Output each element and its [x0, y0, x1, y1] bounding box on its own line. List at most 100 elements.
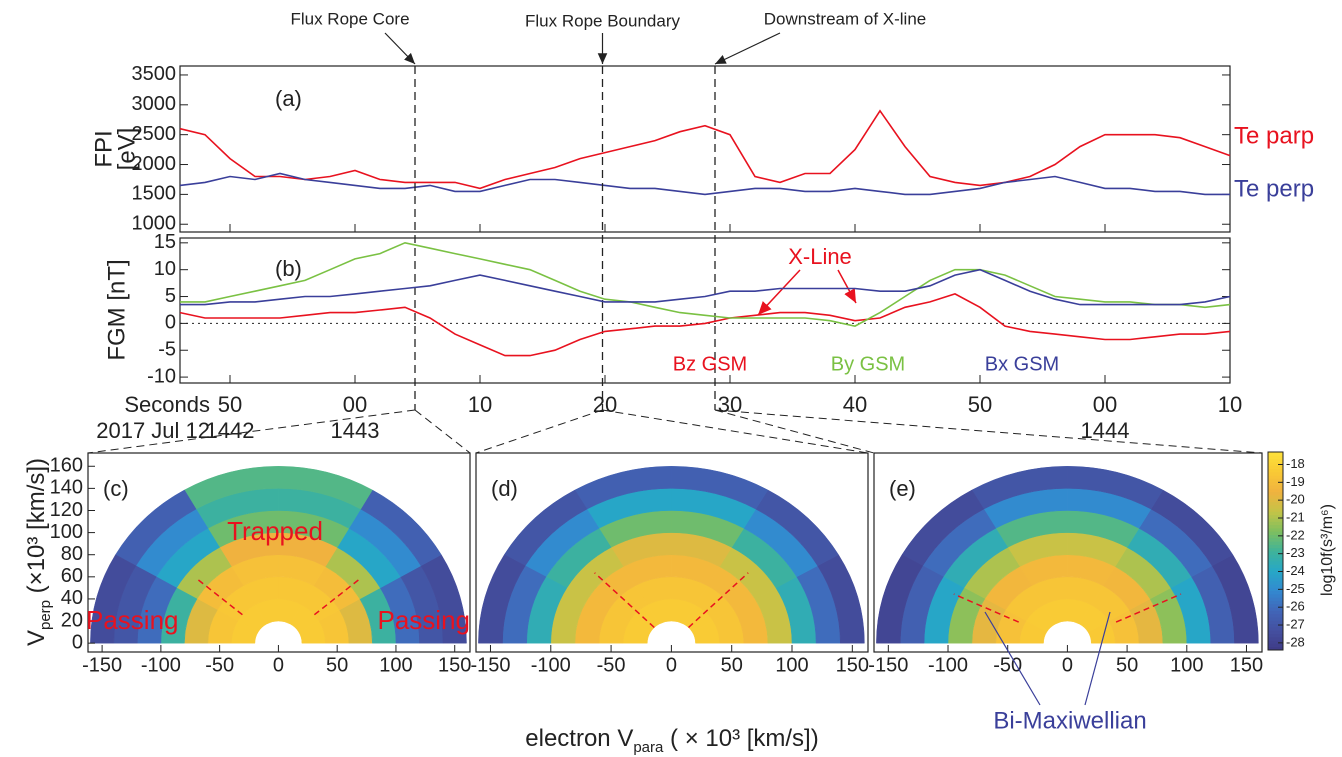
- x-axis-label: electron Vpara ( × 10³ [km/s]): [525, 725, 818, 756]
- panel-label: (c): [103, 476, 129, 501]
- y-tick-label: 10: [154, 258, 176, 280]
- colorbar-cell: [1268, 537, 1283, 542]
- colorbar-cell: [1268, 642, 1283, 648]
- y-axis-label-tail: (×10³ [km/s]): [23, 458, 50, 600]
- colorbar-cell: [1268, 501, 1283, 506]
- colorbar-cell: [1268, 481, 1283, 486]
- y-tick-label: 120: [50, 499, 83, 521]
- colorbar-cell: [1268, 520, 1283, 526]
- annotation: Passing: [378, 605, 471, 635]
- y-axis-label: FGM [nT]: [103, 259, 130, 360]
- heatmap-cell: [876, 554, 924, 644]
- colorbar-cell: [1268, 570, 1283, 575]
- x-tick-label: -150: [868, 654, 908, 676]
- panel-label: (b): [275, 256, 302, 281]
- y-axis-label-sub: perp: [37, 600, 54, 630]
- heatmap-cell: [90, 554, 137, 644]
- x-hour-label: 1442: [206, 418, 255, 443]
- colorbar-cell: [1268, 626, 1283, 631]
- colorbar-cell: [1268, 507, 1283, 512]
- x-tick-label: -100: [141, 654, 181, 676]
- colorbar-cell: [1268, 576, 1283, 582]
- colorbar-tick-label: -24: [1286, 563, 1305, 578]
- series-line: [180, 241, 1231, 327]
- x-tick-label: 50: [1116, 654, 1138, 676]
- x-tick-label: -100: [928, 654, 968, 676]
- colorbar-cell: [1268, 623, 1283, 628]
- y-tick-label: -5: [158, 339, 176, 361]
- panel-label: (d): [491, 476, 518, 501]
- colorbar-cell: [1268, 468, 1283, 473]
- x-axis-label-main: electron V: [525, 725, 633, 752]
- series-label: Te perp: [1234, 175, 1314, 202]
- colorbar-cell: [1268, 603, 1283, 608]
- y-tick-label: 1500: [132, 183, 177, 205]
- colorbar-tick-label: -18: [1286, 456, 1305, 471]
- pointer: [984, 611, 1041, 706]
- colorbar-cell: [1268, 636, 1283, 641]
- series-label: Bx GSM: [985, 353, 1059, 375]
- colorbar-cell: [1268, 474, 1283, 479]
- colorbar-tick-label: -19: [1286, 474, 1305, 489]
- colorbar-tick-label: -25: [1286, 581, 1305, 596]
- x-tick-label: -50: [205, 654, 234, 676]
- colorbar-cell: [1268, 527, 1283, 532]
- colorbar-cell: [1268, 504, 1283, 509]
- colorbar-cell: [1268, 543, 1283, 549]
- colorbar-cell: [1268, 590, 1283, 595]
- colorbar-cell: [1268, 461, 1283, 466]
- colorbar-cell: [1268, 530, 1283, 535]
- x-tick-label: 0: [273, 654, 284, 676]
- series-line: [179, 293, 1231, 357]
- x-tick-label: 10: [468, 392, 492, 417]
- panel-label: (a): [275, 86, 302, 111]
- colorbar-cell: [1268, 550, 1283, 555]
- y-tick-label: -10: [147, 365, 176, 387]
- pointer: [1084, 611, 1111, 706]
- x-tick-label: 100: [775, 654, 808, 676]
- series-label: Te parp: [1234, 122, 1314, 149]
- series-label: Bz GSM: [673, 353, 747, 375]
- colorbar-cell: [1268, 510, 1283, 516]
- colorbar-tick-label: -20: [1286, 492, 1305, 507]
- y-tick-label: 0: [72, 631, 83, 653]
- connector: [714, 409, 1263, 454]
- boundary-guide: [594, 572, 655, 629]
- colorbar-cell: [1268, 497, 1283, 502]
- annotation: Trapped: [227, 516, 323, 546]
- plot-frame: [179, 65, 1231, 233]
- colorbar-cell: [1268, 606, 1283, 611]
- y-axis-label: [eV]: [113, 128, 140, 171]
- y-tick-label: 140: [50, 477, 83, 499]
- boundary-guide: [953, 593, 1019, 623]
- y-tick-label: 100: [50, 521, 83, 543]
- x-tick-label: -150: [470, 654, 510, 676]
- y-tick-label: 1000: [132, 213, 177, 235]
- colorbar-cell: [1268, 600, 1283, 605]
- series-label: By GSM: [831, 353, 905, 375]
- plot-frame: [87, 452, 471, 653]
- colorbar-cell: [1268, 524, 1283, 529]
- annotation: Passing: [86, 605, 179, 635]
- annotation: Bi-Maxiwellian: [993, 707, 1146, 734]
- x-row-label: 2017 Jul 12: [96, 418, 210, 443]
- x-tick-label: 10: [1218, 392, 1242, 417]
- colorbar-tick-label: -22: [1286, 527, 1305, 542]
- x-tick-label: 00: [343, 392, 367, 417]
- colorbar-cell: [1268, 458, 1283, 463]
- connector: [475, 409, 603, 454]
- colorbar-cell: [1268, 639, 1283, 644]
- y-tick-label: 2500: [132, 123, 177, 145]
- colorbar-frame: [1267, 451, 1284, 651]
- x-row-label: Seconds: [124, 392, 210, 417]
- colorbar-tick-label: -27: [1286, 616, 1305, 631]
- colorbar-cell: [1268, 596, 1283, 601]
- colorbar-cell: [1268, 494, 1283, 499]
- y-tick-label: 60: [61, 565, 83, 587]
- x-tick-label: 00: [1093, 392, 1117, 417]
- colorbar-tick-label: -28: [1286, 634, 1305, 649]
- x-tick-label: 150: [438, 654, 471, 676]
- x-tick-label: 50: [721, 654, 743, 676]
